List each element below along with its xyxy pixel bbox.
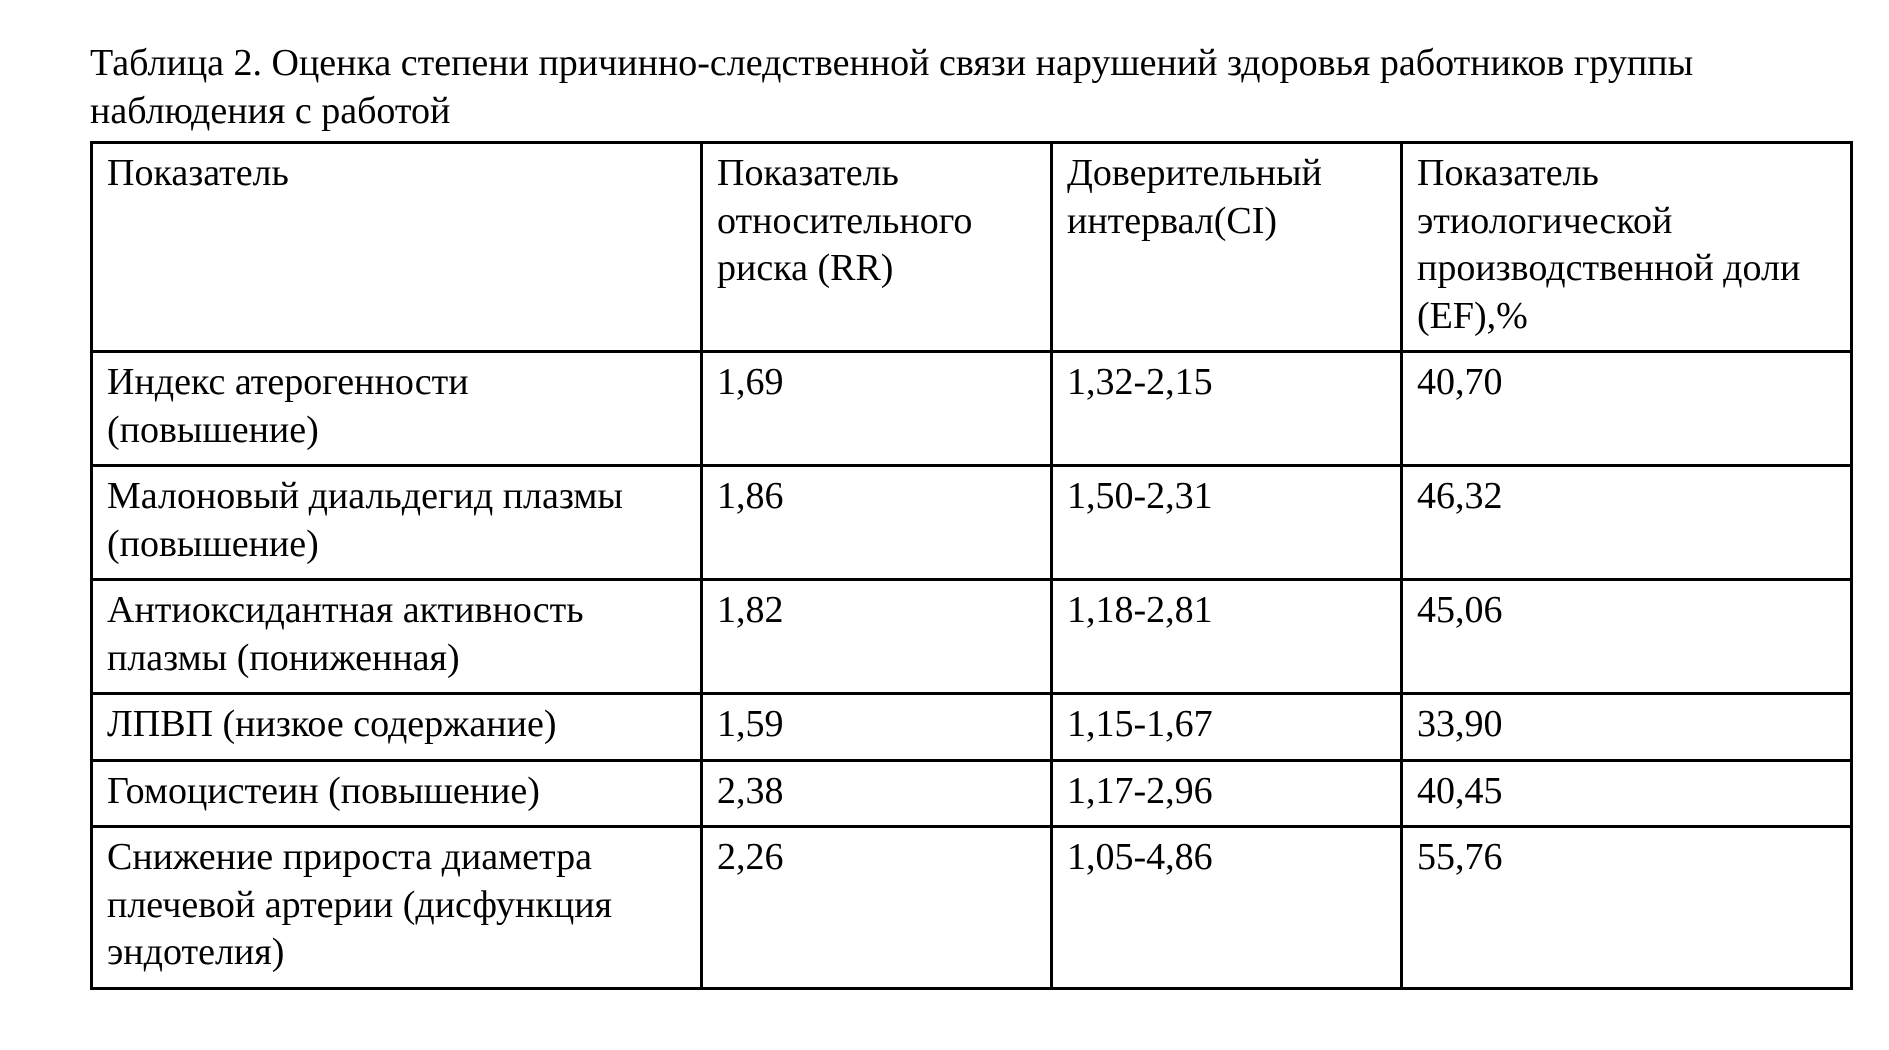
col-header-indicator: Показатель	[92, 143, 702, 352]
table-header-row: Показатель Показатель относительного рис…	[92, 143, 1852, 352]
table-caption: Таблица 2. Оценка степени причинно-следс…	[90, 40, 1829, 135]
table-row: ЛПВП (низкое содержание) 1,59 1,15-1,67 …	[92, 694, 1852, 761]
table-head: Показатель Показатель относительного рис…	[92, 143, 1852, 352]
cell-rr: 2,26	[702, 827, 1052, 989]
cell-rr: 1,69	[702, 352, 1052, 466]
cell-indicator: Снижение прироста диаметра плечевой арте…	[92, 827, 702, 989]
cell-ci: 1,50-2,31	[1052, 466, 1402, 580]
cell-indicator: Малоновый диальдегид плазмы (повышение)	[92, 466, 702, 580]
cell-rr: 1,59	[702, 694, 1052, 761]
cell-rr: 1,86	[702, 466, 1052, 580]
cell-ci: 1,32-2,15	[1052, 352, 1402, 466]
cell-ci: 1,05-4,86	[1052, 827, 1402, 989]
col-header-ef: Показатель этиологической производственн…	[1402, 143, 1852, 352]
cell-indicator: Индекс атерогенности (повышение)	[92, 352, 702, 466]
cell-rr: 1,82	[702, 580, 1052, 694]
cell-indicator: Гомоцистеин (повышение)	[92, 760, 702, 827]
cell-indicator: ЛПВП (низкое содержание)	[92, 694, 702, 761]
cell-rr: 2,38	[702, 760, 1052, 827]
table-row: Гомоцистеин (повышение) 2,38 1,17-2,96 4…	[92, 760, 1852, 827]
cell-ef: 55,76	[1402, 827, 1852, 989]
cell-ef: 45,06	[1402, 580, 1852, 694]
table-row: Индекс атерогенности (повышение) 1,69 1,…	[92, 352, 1852, 466]
table-row: Снижение прироста диаметра плечевой арте…	[92, 827, 1852, 989]
table-row: Антиоксидантная активность плазмы (пониж…	[92, 580, 1852, 694]
col-header-ci: Доверительный интервал(CI)	[1052, 143, 1402, 352]
cell-ef: 46,32	[1402, 466, 1852, 580]
cell-indicator: Антиоксидантная активность плазмы (пониж…	[92, 580, 702, 694]
col-header-rr: Показатель относительного риска (RR)	[702, 143, 1052, 352]
causal-assessment-table: Показатель Показатель относительного рис…	[90, 141, 1853, 990]
cell-ci: 1,17-2,96	[1052, 760, 1402, 827]
table-row: Малоновый диальдегид плазмы (повышение) …	[92, 466, 1852, 580]
table-body: Индекс атерогенности (повышение) 1,69 1,…	[92, 352, 1852, 989]
document-page: Таблица 2. Оценка степени причинно-следс…	[0, 0, 1889, 1050]
cell-ci: 1,15-1,67	[1052, 694, 1402, 761]
cell-ef: 40,70	[1402, 352, 1852, 466]
cell-ci: 1,18-2,81	[1052, 580, 1402, 694]
cell-ef: 33,90	[1402, 694, 1852, 761]
cell-ef: 40,45	[1402, 760, 1852, 827]
